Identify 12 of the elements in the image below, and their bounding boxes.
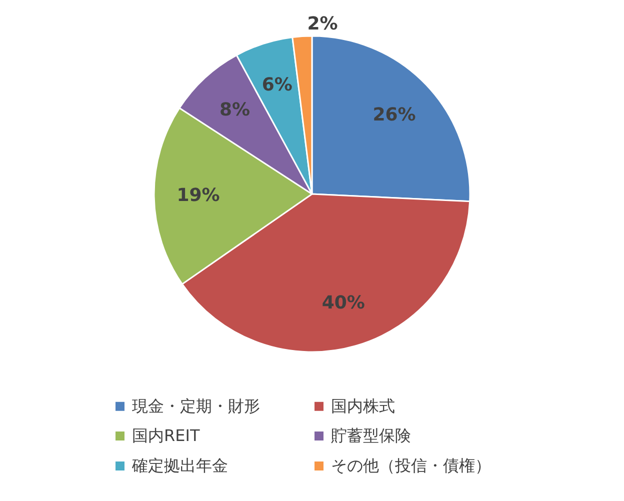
legend-label: 国内株式 bbox=[331, 396, 395, 416]
legend-label: 国内REIT bbox=[132, 426, 200, 445]
data-label: 19% bbox=[176, 184, 220, 206]
legend-label: 現金・定期・財形 bbox=[132, 396, 260, 416]
data-label: 8% bbox=[219, 99, 250, 120]
legend-label: その他（投信・債権） bbox=[331, 456, 491, 475]
data-label: 6% bbox=[262, 74, 292, 96]
legend-label: 貯蓄型保険 bbox=[331, 426, 411, 445]
data-label: 26% bbox=[372, 104, 416, 126]
data-label: 2% bbox=[307, 13, 338, 34]
data-label: 40% bbox=[322, 292, 365, 314]
legend-label: 確定拠出年金 bbox=[131, 456, 228, 475]
